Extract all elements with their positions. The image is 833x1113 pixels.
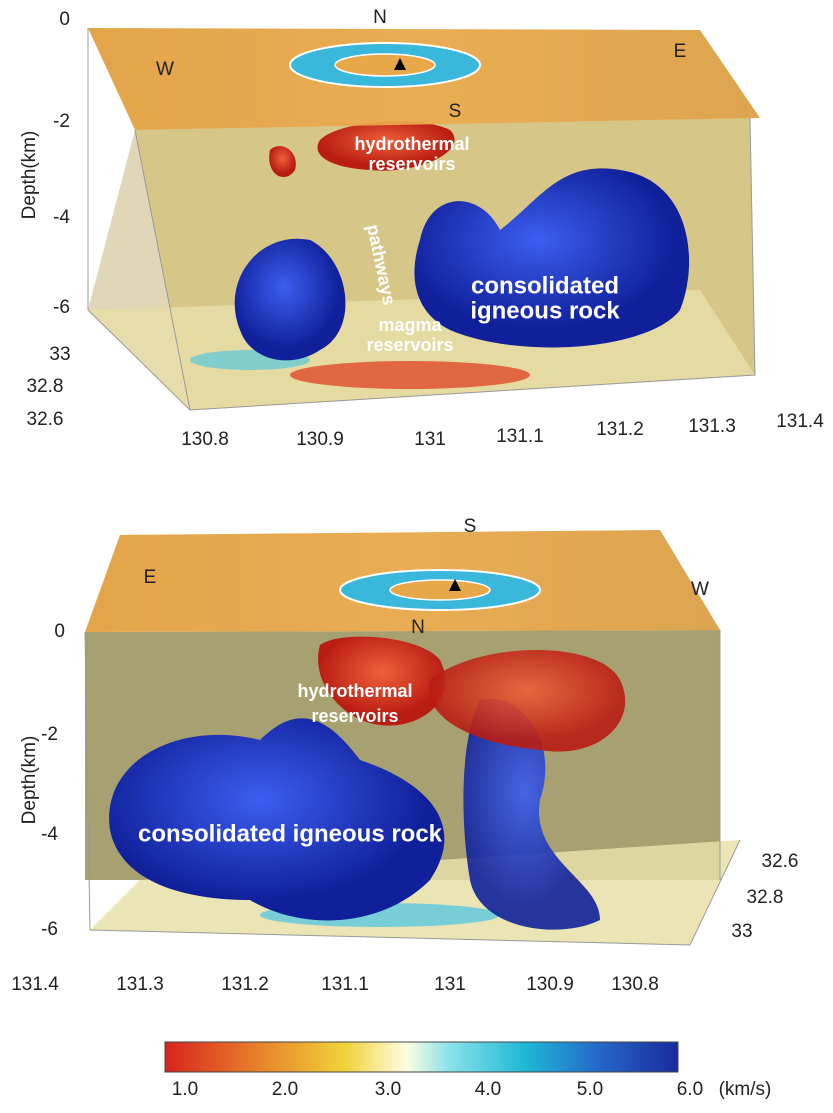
compass-label: E — [674, 41, 687, 62]
compass-label: W — [691, 579, 709, 600]
longitude-tick-label: 131.2 — [596, 419, 644, 440]
compass-label: W — [156, 59, 174, 80]
annotation: consolidated igneous rock — [138, 820, 443, 847]
depth-tick-label: -2 — [41, 724, 58, 745]
longitude-tick-label: 131 — [414, 429, 446, 450]
colorbar-tick-label: 5.0 — [577, 1079, 603, 1100]
annotation: reservoirs — [368, 154, 455, 174]
compass-label: S — [464, 516, 477, 537]
colorbar-tick-label: 2.0 — [272, 1079, 298, 1100]
compass-label: E — [144, 567, 157, 588]
compass-label: S — [449, 101, 462, 122]
longitude-tick-label: 131.4 — [11, 974, 59, 995]
annotation: reservoirs — [311, 706, 398, 726]
longitude-tick-label: 131.1 — [496, 426, 544, 447]
colorbar-tick-label: 1.0 — [172, 1079, 198, 1100]
longitude-tick-label: 131.2 — [221, 974, 269, 995]
depth-axis-label: Depth(km) — [19, 131, 40, 220]
latitude-tick-label: 32.6 — [762, 851, 799, 872]
compass-label: N — [411, 617, 425, 638]
latitude-tick-label: 32.8 — [747, 887, 784, 908]
longitude-tick-label: 131.4 — [776, 411, 824, 432]
depth-tick-label: 0 — [59, 9, 70, 30]
colorbar — [165, 1042, 678, 1072]
longitude-tick-label: 130.9 — [526, 974, 574, 995]
colorbar-tick-label: 6.0 — [677, 1079, 703, 1100]
annotation: magma — [378, 315, 442, 335]
latitude-tick-label: 32.6 — [27, 409, 64, 430]
compass-label: N — [373, 7, 387, 28]
latitude-tick-label: 33 — [731, 921, 752, 942]
depth-tick-label: 0 — [54, 621, 65, 642]
longitude-tick-label: 130.9 — [296, 429, 344, 450]
depth-axis-label: Depth(km) — [19, 736, 40, 825]
colorbar-tick-label: 4.0 — [475, 1079, 501, 1100]
colorbar-tick-label: 3.0 — [375, 1079, 401, 1100]
depth-tick-label: -4 — [41, 824, 58, 845]
latitude-tick-label: 33 — [49, 344, 70, 365]
longitude-tick-label: 130.8 — [611, 974, 659, 995]
longitude-tick-label: 131.3 — [688, 416, 736, 437]
depth-tick-label: -6 — [41, 919, 58, 940]
figure: Depth(km) 0 -2 -4 -6 33 32.8 32.6 130.8 130.9 131 1… — [0, 0, 833, 1108]
latitude-tick-label: 32.8 — [27, 376, 64, 397]
depth-tick-label: -6 — [53, 297, 70, 318]
annotation: hydrothermal — [297, 681, 412, 701]
longitude-tick-label: 131.3 — [116, 974, 164, 995]
longitude-tick-label: 130.8 — [181, 429, 229, 450]
panel-bottom-graphics — [85, 530, 740, 945]
annotation: consolidated — [471, 272, 619, 299]
longitude-tick-label: 131.1 — [321, 974, 369, 995]
annotation: reservoirs — [366, 335, 453, 355]
colorbar-unit: (km/s) — [719, 1079, 772, 1100]
depth-tick-label: -4 — [53, 207, 70, 228]
longitude-tick-label: 131 — [434, 974, 466, 995]
depth-tick-label: -2 — [53, 111, 70, 132]
annotation: igneous rock — [470, 297, 620, 324]
annotation: hydrothermal — [354, 134, 469, 154]
